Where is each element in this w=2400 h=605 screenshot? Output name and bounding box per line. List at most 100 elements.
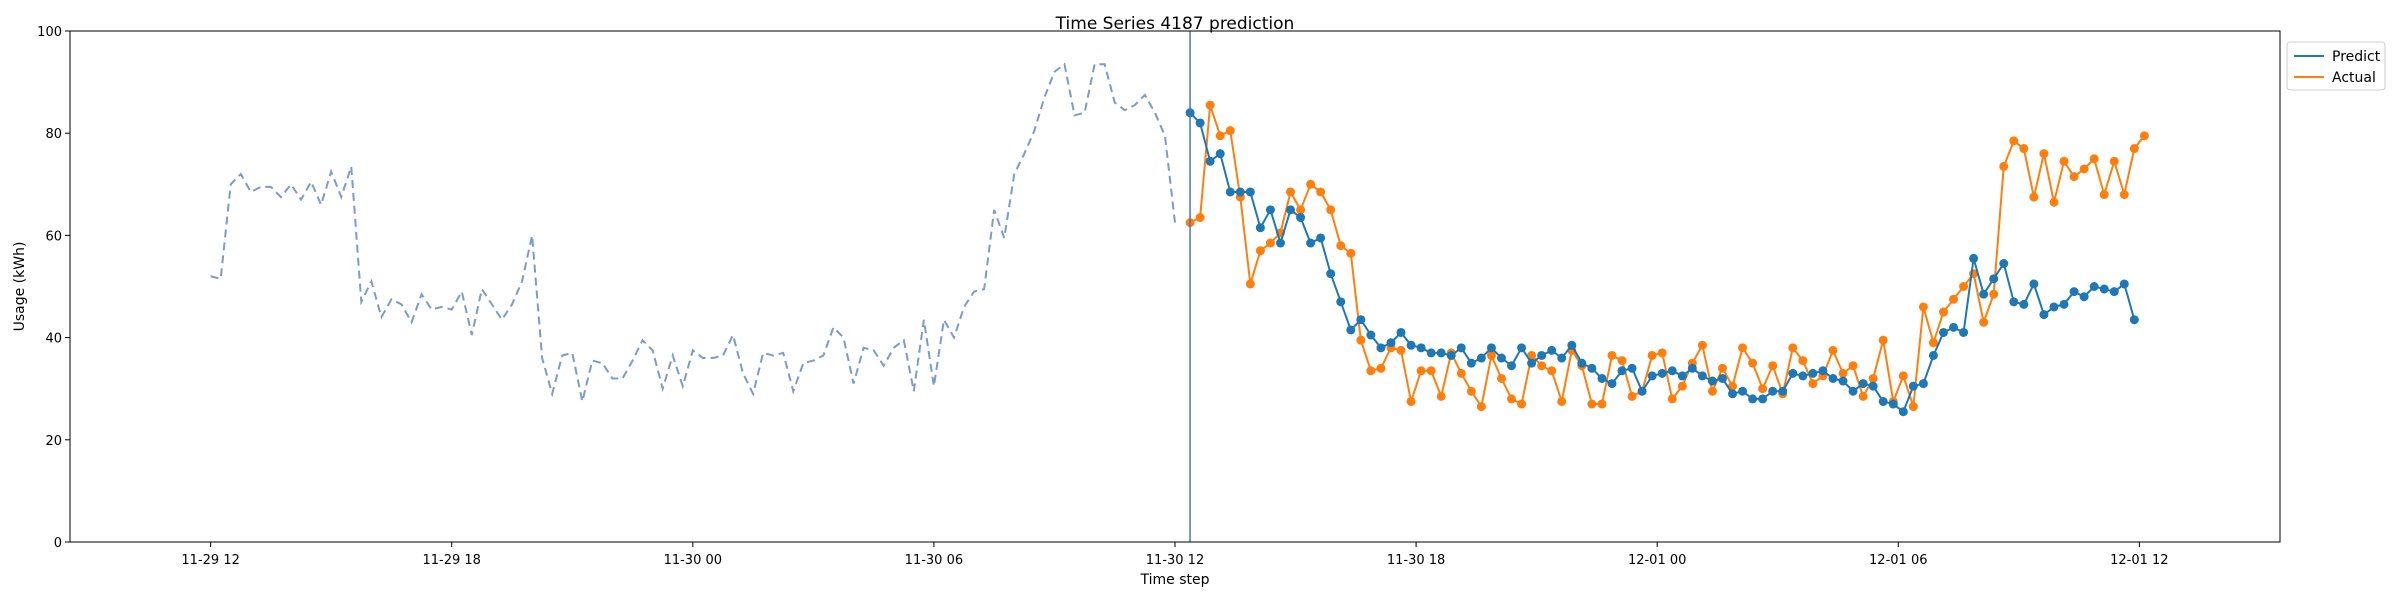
predict-point [1275, 238, 1285, 248]
y-tick-label: 60 [45, 229, 62, 244]
predict-point [1537, 350, 1547, 360]
predict-point [1476, 353, 1486, 363]
predict-point [1788, 368, 1798, 378]
actual-point [1245, 279, 1255, 289]
actual-point [1938, 307, 1948, 317]
predict-point [1828, 373, 1838, 383]
actual-point [1507, 394, 1517, 404]
actual-point [1225, 126, 1235, 136]
predict-point [1878, 396, 1888, 406]
x-tick-label: 12-01 06 [1869, 553, 1927, 568]
actual-point [1396, 345, 1406, 355]
x-tick-label: 11-30 00 [664, 553, 722, 568]
predict-point [1637, 386, 1647, 396]
actual-point [1979, 317, 1989, 327]
x-tick-label: 12-01 12 [2110, 553, 2168, 568]
actual-point [1336, 241, 1346, 251]
actual-point [1657, 348, 1667, 358]
actual-point [1908, 402, 1918, 412]
x-tick-label: 11-30 12 [1146, 553, 1204, 568]
history-line [210, 62, 1176, 402]
actual-point [1788, 343, 1798, 353]
predict-point [1607, 379, 1617, 389]
actual-point [1496, 373, 1506, 383]
y-axis-ticks: 0 20 40 60 80 100 [37, 25, 70, 551]
predict-point [1959, 327, 1969, 337]
predict-point [2059, 299, 2069, 309]
predict-point [1838, 376, 1848, 386]
predict-point [1728, 389, 1738, 399]
legend-label-actual: Actual [2332, 70, 2376, 86]
predict-point [1205, 156, 1215, 166]
predict-point [1507, 361, 1517, 371]
predict-point [1738, 386, 1748, 396]
actual-point [1486, 350, 1496, 360]
predict-point [1517, 343, 1527, 353]
history-layer [210, 62, 1176, 402]
x-tick-label: 12-01 00 [1628, 553, 1686, 568]
predict-point [1707, 376, 1717, 386]
x-axis-ticks: 11-29 12 11-29 18 11-30 00 11-30 06 11-30 12… [181, 542, 2169, 568]
actual-point [1476, 402, 1486, 412]
actual-point [1316, 187, 1326, 197]
actual-point [1265, 238, 1275, 248]
predict-point [1989, 274, 1999, 284]
predict-point [1326, 269, 1336, 279]
predict-point [1928, 350, 1938, 360]
actual-point [1537, 361, 1547, 371]
predict-point [2109, 287, 2119, 297]
predict-point [1667, 366, 1677, 376]
actual-point [2039, 149, 2049, 159]
actual-point [1717, 363, 1727, 373]
predict-point [2089, 282, 2099, 291]
x-tick-label: 11-29 18 [423, 553, 481, 568]
predict-point [1697, 371, 1707, 381]
predict-point [1386, 338, 1396, 348]
predict-point [1356, 315, 1366, 325]
actual-point [1959, 282, 1969, 291]
actual-point [1758, 384, 1768, 394]
predict-point [1979, 289, 1989, 299]
predict-point [1748, 394, 1758, 404]
predict-point [1225, 187, 1235, 197]
predict-point [1758, 394, 1768, 404]
predict-point [1858, 379, 1868, 389]
predict-point [1687, 363, 1697, 373]
actual-point [1306, 179, 1316, 189]
predict-point [1677, 371, 1687, 381]
actual-point [1808, 379, 1818, 389]
actual-point [1949, 294, 1959, 304]
actual-point [2069, 172, 2079, 182]
actual-point [1416, 366, 1426, 376]
actual-point [1918, 302, 1928, 312]
predict-point [1567, 340, 1577, 350]
predict-point [1416, 343, 1426, 353]
actual-point [1597, 399, 1607, 409]
predict-point [1346, 325, 1356, 335]
actual-point [2059, 156, 2069, 166]
actual-point [1768, 361, 1778, 371]
x-tick-label: 11-30 18 [1387, 553, 1445, 568]
predict-point [1396, 327, 1406, 337]
predict-point [1336, 297, 1346, 307]
predict-point [1657, 368, 1667, 378]
legend: Predict Actual [2286, 41, 2386, 91]
actual-point [2099, 190, 2109, 200]
actual-point [1677, 381, 1687, 391]
predict-point [1366, 330, 1376, 340]
predict-point [2049, 302, 2059, 312]
predict-point [1547, 345, 1557, 355]
actual-point [2129, 144, 2139, 154]
predict-point [2069, 287, 2079, 297]
actual-point [1878, 335, 1888, 345]
predict-point [1778, 386, 1788, 396]
actual-point [1286, 187, 1296, 197]
predict-point [1818, 366, 1828, 376]
predict-point [1808, 368, 1818, 378]
predict-point [1456, 343, 1466, 353]
actual-point [1707, 386, 1717, 396]
actual-point [1205, 100, 1215, 110]
y-tick-label: 100 [37, 25, 62, 40]
